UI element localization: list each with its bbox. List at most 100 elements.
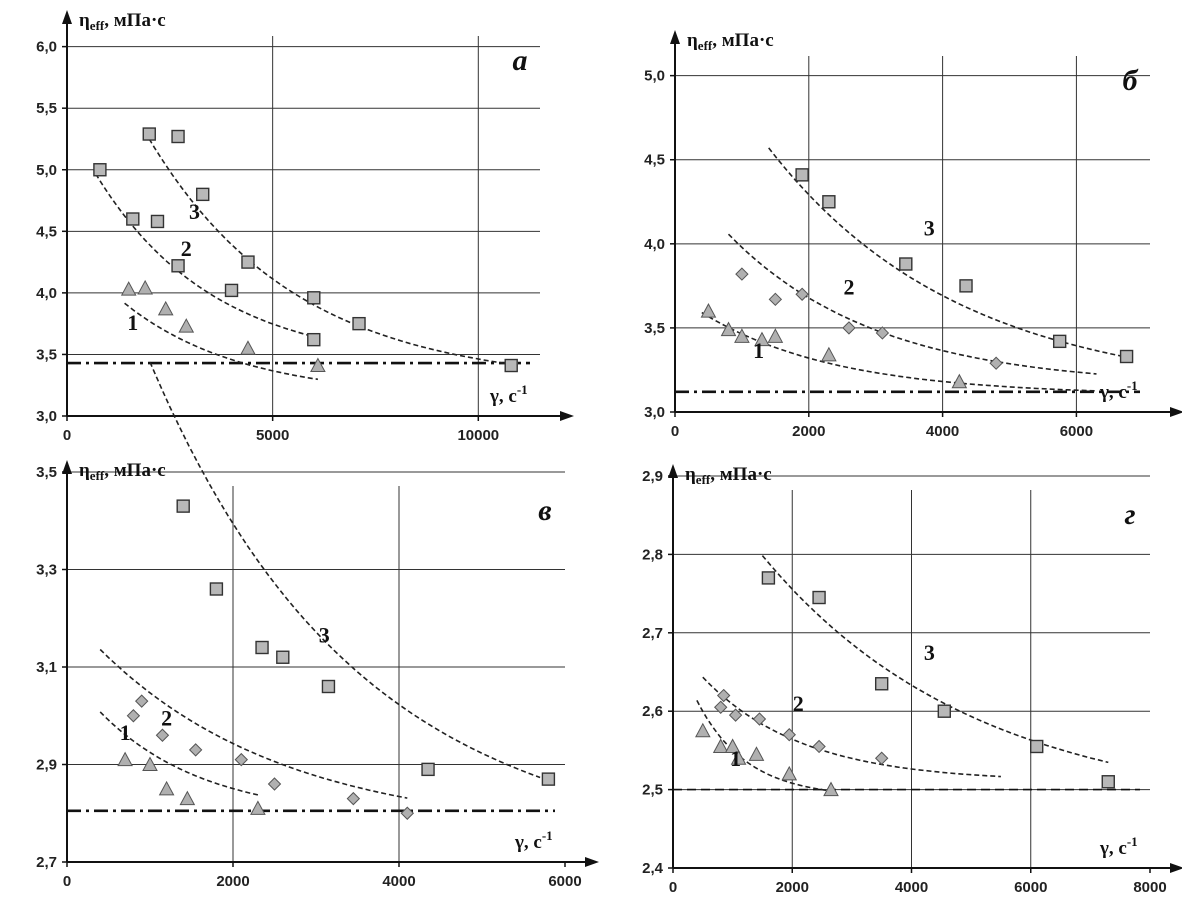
data-point: [720, 321, 737, 337]
data-point: [126, 212, 140, 226]
series-3: 3: [768, 147, 1134, 364]
curve-label: 3: [319, 623, 330, 648]
data-point: [157, 300, 174, 316]
data-point: [142, 756, 158, 771]
y-tick-label: 3,5: [644, 320, 665, 337]
fit-curve: [99, 648, 408, 799]
y-tick-label: 3,0: [644, 404, 665, 421]
curve-label: 2: [793, 691, 804, 716]
data-point: [307, 291, 321, 305]
data-point: [241, 255, 255, 269]
data-point: [421, 762, 435, 777]
data-point: [276, 650, 290, 664]
x-tick-label: 6000: [1014, 879, 1047, 896]
data-point: [504, 358, 518, 373]
y-tick-label: 2,8: [642, 546, 663, 563]
fit-curve: [149, 361, 541, 779]
fit-curve: [761, 555, 1109, 764]
data-point: [179, 790, 196, 806]
y-tick-label: 3,3: [36, 562, 57, 579]
data-point: [761, 571, 776, 585]
x-axis-label: γ, с-1: [514, 828, 553, 853]
y-tick-label: 4,0: [644, 236, 665, 253]
data-point: [142, 127, 156, 141]
data-point: [171, 129, 185, 144]
data-point: [209, 582, 224, 596]
data-point: [781, 765, 798, 781]
curve-label: 3: [189, 199, 200, 224]
fit-curve: [768, 147, 1127, 358]
y-tick-label: 3,5: [36, 464, 57, 481]
data-point: [734, 328, 750, 343]
y-tick-label: 2,9: [36, 757, 57, 774]
curve-label: 3: [924, 640, 935, 665]
panel-letter: б: [1123, 64, 1139, 97]
data-point: [754, 331, 770, 347]
series-3: 3: [761, 555, 1115, 789]
data-point: [795, 287, 809, 301]
data-point: [224, 283, 239, 298]
y-axis-label: ηeff, мПа·с: [79, 10, 166, 33]
fit-curve: [727, 233, 1097, 375]
data-point: [321, 679, 336, 694]
y-axis-arrow: [62, 460, 72, 474]
data-point: [959, 279, 973, 293]
data-point: [155, 728, 170, 742]
data-point: [267, 777, 282, 791]
data-point: [823, 781, 839, 797]
data-point: [126, 709, 141, 723]
series-2: 2: [702, 676, 1001, 778]
curve-label: 1: [753, 338, 764, 363]
y-tick-label: 2,7: [642, 625, 663, 642]
series-1: 1: [120, 279, 326, 381]
y-tick-label: 2,6: [642, 703, 663, 720]
panel-3: 2,7 2,9 3,1 3,3 3,5 0 2000 4000 6000 ηeff, мПа·с γ…: [36, 361, 599, 890]
data-point: [752, 712, 767, 726]
x-axis-arrow: [1170, 863, 1182, 873]
data-point: [712, 738, 729, 753]
x-axis-arrow: [585, 857, 599, 867]
x-tick-label: 4000: [895, 879, 928, 896]
x-tick-label: 2000: [776, 879, 809, 896]
data-point: [176, 499, 190, 513]
data-point: [541, 772, 556, 786]
data-point: [728, 708, 743, 722]
panel-letter: г: [1124, 498, 1135, 531]
y-axis-label: ηeff, мПа·с: [79, 460, 166, 483]
data-point: [240, 340, 256, 355]
data-point: [1052, 334, 1067, 349]
data-point: [989, 356, 1003, 370]
y-tick-label: 5,0: [644, 68, 665, 85]
x-tick-label: 4000: [382, 873, 415, 890]
data-point: [196, 187, 210, 202]
series-3: 3: [149, 361, 556, 786]
data-point: [812, 739, 826, 754]
y-tick-label: 6,0: [36, 39, 57, 56]
data-point: [158, 780, 175, 796]
x-tick-label: 0: [671, 423, 679, 440]
data-point: [400, 806, 415, 820]
curve-label: 1: [127, 310, 138, 335]
x-axis-label: γ, с-1: [1099, 378, 1138, 403]
y-axis-arrow: [670, 30, 680, 44]
fit-curve: [144, 131, 512, 366]
data-point: [1101, 775, 1115, 789]
data-point: [93, 163, 107, 177]
series-1: 1: [99, 711, 266, 815]
series-2: 2: [727, 233, 1097, 375]
x-axis-label: γ, с-1: [1099, 834, 1138, 859]
data-point: [724, 738, 741, 753]
x-tick-label: 6000: [1060, 423, 1093, 440]
series-2: 2: [93, 163, 321, 347]
data-point: [188, 743, 203, 757]
panel-2: 3,0 3,5 4,0 4,5 5,0 0 2000 4000 6000 ηeff, мПа·с γ…: [644, 30, 1182, 440]
data-point: [875, 326, 890, 340]
curve-label: 2: [181, 236, 192, 261]
data-point: [234, 752, 249, 767]
fit-curve: [99, 711, 259, 796]
y-tick-label: 2,4: [642, 860, 664, 877]
curve-label: 2: [843, 274, 854, 299]
series-2: 2: [99, 648, 415, 820]
data-point: [1119, 349, 1134, 364]
